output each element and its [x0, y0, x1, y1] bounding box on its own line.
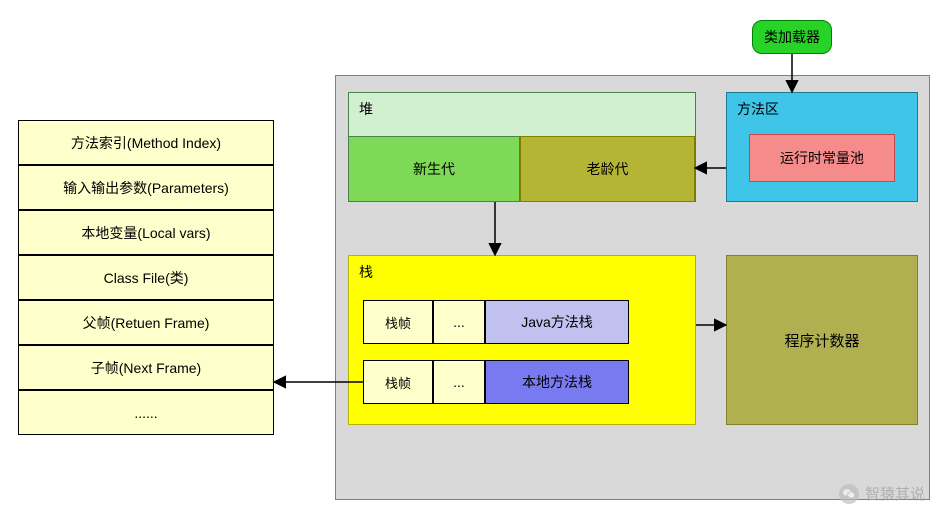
classloader-node: 类加载器 — [752, 20, 832, 54]
frame-list-row: 方法索引(Method Index) — [18, 120, 274, 165]
native-method-stack: 本地方法栈 — [485, 360, 629, 404]
frame-list-row: ...... — [18, 390, 274, 435]
watermark: 智猿其说 — [839, 483, 925, 504]
dots-2: ... — [433, 360, 485, 404]
java-method-stack: Java方法栈 — [485, 300, 629, 344]
wechat-icon — [839, 484, 859, 504]
stack-frame-1: 栈帧 — [363, 300, 433, 344]
old-gen: 老龄代 — [520, 136, 695, 202]
frame-list-row: 子帧(Next Frame) — [18, 345, 274, 390]
watermark-text: 智猿其说 — [865, 483, 925, 504]
const-pool: 运行时常量池 — [749, 134, 895, 182]
pc-register: 程序计数器 — [726, 255, 918, 425]
frame-list-row: Class File(类) — [18, 255, 274, 300]
frame-list-row: 输入输出参数(Parameters) — [18, 165, 274, 210]
frame-list-row: 本地变量(Local vars) — [18, 210, 274, 255]
frame-list-row: 父帧(Retuen Frame) — [18, 300, 274, 345]
stack-frame-2: 栈帧 — [363, 360, 433, 404]
young-gen: 新生代 — [348, 136, 520, 202]
dots-1: ... — [433, 300, 485, 344]
